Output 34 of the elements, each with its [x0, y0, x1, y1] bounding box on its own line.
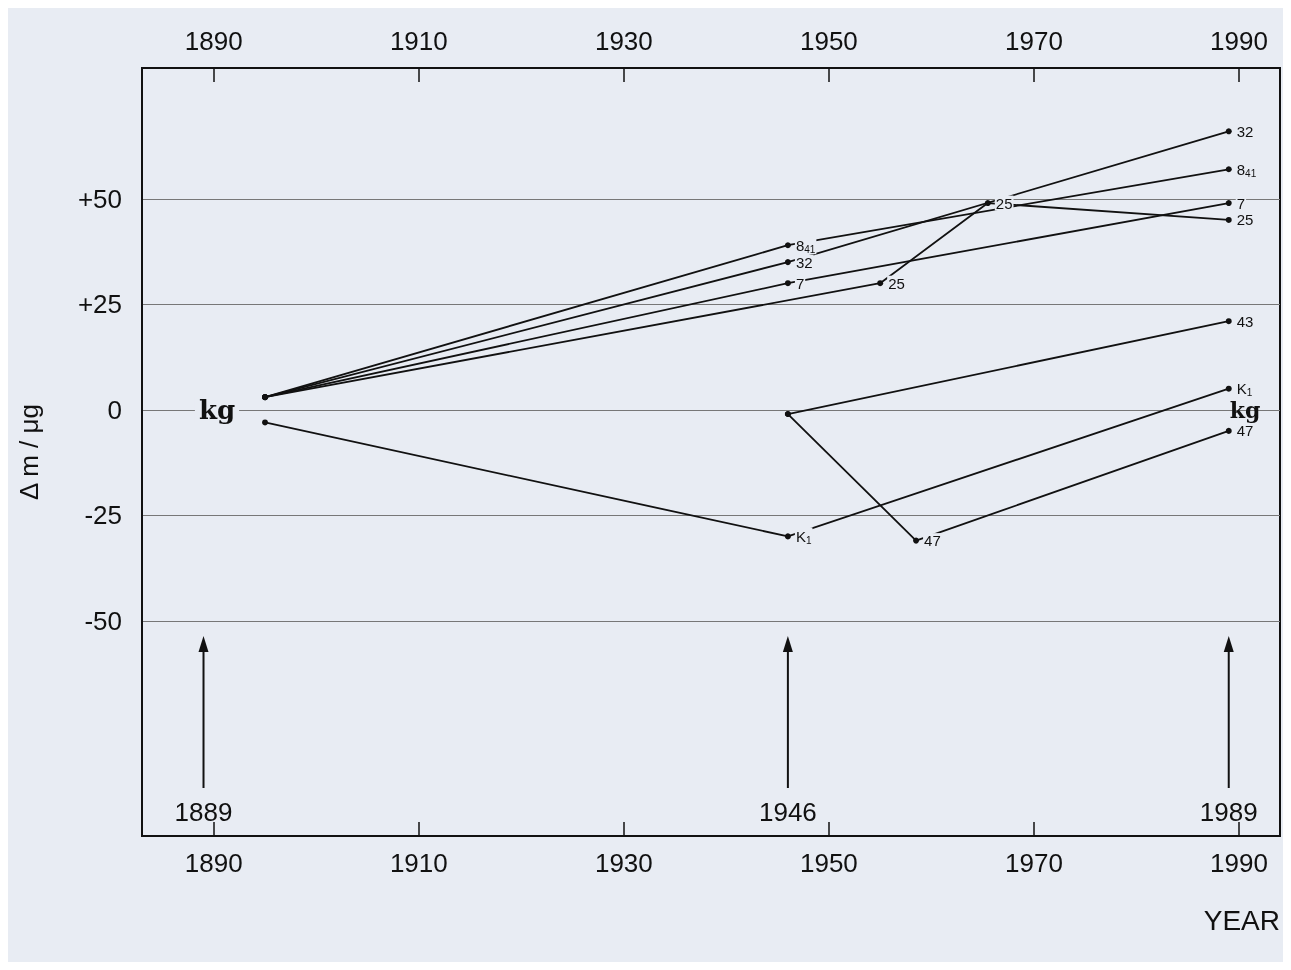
x2-tick-label: 1910 — [389, 26, 448, 56]
y-axis-title: Δ m / μg — [14, 404, 44, 500]
x-tick-label: 1970 — [1005, 848, 1063, 878]
x-axis-title: YEAR — [1203, 904, 1280, 936]
series-label: 32 — [795, 253, 813, 271]
y-tick-label: -50 — [84, 605, 122, 636]
x-tick-label: 1910 — [389, 848, 448, 878]
ref-line-label: 1989 — [1199, 797, 1258, 827]
annotation: kg — [198, 394, 236, 425]
ref-line-label: 1946 — [758, 797, 817, 827]
y-tick-label: 0 — [107, 394, 122, 425]
y-tick-label: +25 — [77, 289, 122, 320]
series-label: 25 — [995, 194, 1013, 212]
text: 25 — [1236, 211, 1254, 229]
x-tick-label: 1890 — [184, 848, 243, 878]
x2-tick-label: 1890 — [184, 26, 243, 56]
series-label: 7 — [795, 274, 805, 292]
text: 32 — [1236, 122, 1254, 140]
x2-tick-label: 1950 — [799, 26, 858, 56]
x2-tick-label: 1930 — [594, 26, 653, 56]
series-label: 47 — [924, 532, 941, 550]
x2-tick-label: 1970 — [1005, 26, 1063, 56]
series-label: 43 — [1236, 312, 1254, 330]
x-tick-label: 1930 — [594, 848, 653, 878]
text: 7 — [1236, 194, 1246, 212]
text: 25 — [888, 274, 905, 292]
x2-tick-label: 1990 — [1210, 26, 1268, 56]
y-tick-label: -25 — [84, 500, 122, 531]
annotation: kg — [1229, 396, 1261, 423]
ref-line-label: 1889 — [174, 797, 233, 827]
text: 47 — [1236, 422, 1254, 440]
x-tick-label: 1990 — [1210, 848, 1268, 878]
x-tick-label: 1950 — [799, 848, 858, 878]
y-tick-label: +50 — [77, 183, 122, 214]
